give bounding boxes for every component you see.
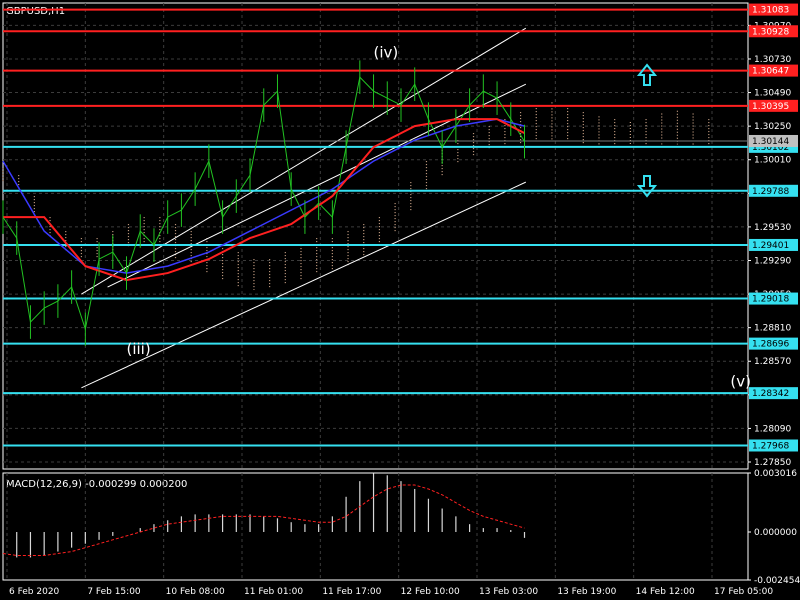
time-tick-label: 10 Feb 08:00 bbox=[166, 587, 225, 597]
macd-label: MACD(12,26,9) -0.000299 0.000200 bbox=[6, 479, 187, 490]
time-tick-label: 7 Feb 15:00 bbox=[87, 587, 141, 597]
support-label: 1.30102 bbox=[752, 143, 789, 153]
macd-tick-label: -0.002454 bbox=[754, 576, 800, 586]
resistance-label: 1.30928 bbox=[752, 27, 789, 37]
support-label: 1.28342 bbox=[752, 389, 789, 399]
price-tick-label: 1.28570 bbox=[754, 357, 791, 367]
resistance-tag bbox=[749, 64, 798, 77]
current-price-tag bbox=[749, 134, 798, 147]
support-tag bbox=[749, 184, 798, 197]
resistance-tag bbox=[749, 25, 798, 38]
resistance-tag bbox=[749, 99, 798, 112]
price-tick-label: 1.30250 bbox=[754, 122, 791, 132]
price-tick-label: 1.30730 bbox=[754, 55, 791, 65]
support-tag bbox=[749, 439, 798, 452]
time-tick-label: 11 Feb 01:00 bbox=[244, 587, 303, 597]
time-tick-label: 14 Feb 12:00 bbox=[636, 587, 695, 597]
price-tick-label: 1.27850 bbox=[754, 458, 791, 468]
series-line-1 bbox=[2, 118, 525, 274]
up-arrow-icon bbox=[636, 63, 658, 86]
channel-upper bbox=[81, 27, 527, 295]
time-tick-label: 12 Feb 10:00 bbox=[401, 587, 460, 597]
wave-label: (v) bbox=[730, 372, 751, 390]
support-tag bbox=[749, 337, 798, 350]
time-tick-label: 13 Feb 03:00 bbox=[479, 587, 538, 597]
wave-label: (iv) bbox=[374, 44, 399, 62]
support-label: 1.27968 bbox=[752, 441, 789, 451]
support-tag bbox=[749, 238, 798, 251]
resistance-label: 1.30647 bbox=[752, 67, 789, 77]
price-tick-label: 1.29290 bbox=[754, 256, 791, 266]
channel-lower bbox=[81, 181, 527, 389]
symbol-label: GBPUSD,H1 bbox=[6, 6, 65, 17]
price-tick-label: 1.30010 bbox=[754, 156, 791, 166]
support-label: 1.28696 bbox=[752, 340, 789, 350]
support-label: 1.29401 bbox=[752, 241, 789, 251]
price-tick-label: 1.28810 bbox=[754, 324, 791, 334]
support-label: 1.29018 bbox=[752, 295, 789, 305]
current-price-label: 1.30144 bbox=[752, 137, 789, 147]
macd-signal-line bbox=[2, 484, 525, 556]
price-tick-label: 1.30490 bbox=[754, 89, 791, 99]
time-tick-label: 17 Feb 05:00 bbox=[714, 587, 773, 597]
series-line-2 bbox=[3, 118, 525, 282]
time-tick-label: 6 Feb 2020 bbox=[9, 587, 60, 597]
resistance-label: 1.31083 bbox=[752, 6, 789, 16]
wave-label: (iii) bbox=[127, 340, 151, 358]
price-tick-label: 1.28090 bbox=[754, 424, 791, 434]
resistance-tag bbox=[749, 3, 798, 16]
resistance-label: 1.30395 bbox=[752, 102, 789, 112]
macd-tick-label: 0.000000 bbox=[754, 528, 797, 538]
support-tag bbox=[749, 387, 798, 400]
support-tag bbox=[749, 292, 798, 305]
time-tick-label: 13 Feb 19:00 bbox=[557, 587, 616, 597]
macd-tick-label: 0.003016 bbox=[754, 469, 797, 479]
time-tick-label: 11 Feb 17:00 bbox=[322, 587, 381, 597]
price-tick-label: 1.29530 bbox=[754, 223, 791, 233]
support-label: 1.29788 bbox=[752, 187, 789, 197]
down-arrow-icon bbox=[636, 175, 658, 198]
